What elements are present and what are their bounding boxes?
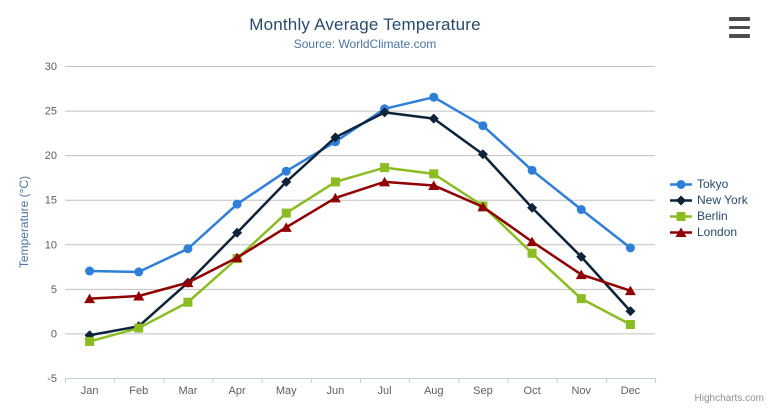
export-menu-button[interactable] [729, 17, 753, 38]
data-point-berlin-jul[interactable] [380, 163, 390, 173]
data-point-tokyo-sep[interactable] [478, 121, 488, 131]
legend-marker-diamond-icon [670, 195, 692, 205]
data-point-london-jul[interactable] [379, 176, 391, 187]
legend-label: Berlin [697, 209, 728, 223]
data-point-london-may[interactable] [280, 222, 292, 232]
y-axis-tick-label: 5 [51, 284, 57, 296]
data-point-london-dec[interactable] [624, 285, 636, 296]
data-point-london-oct[interactable] [526, 236, 538, 247]
chart-subtitle: Source: WorldClimate.com [293, 37, 437, 51]
x-axis-tick-label: Jun [327, 385, 345, 397]
y-axis-tick-label: 20 [45, 150, 57, 162]
data-point-new-york-aug[interactable] [428, 113, 439, 124]
data-point-new-york-nov[interactable] [576, 251, 587, 262]
data-point-london-nov[interactable] [575, 269, 587, 280]
chart-title: Monthly Average Temperature [249, 15, 481, 34]
x-axis-tick-label: Mar [178, 385, 197, 397]
series-line-london [88, 180, 632, 300]
legend-item-new-york[interactable]: New York [670, 192, 748, 208]
data-point-tokyo-aug[interactable] [429, 92, 439, 102]
y-axis-tick-label: 0 [51, 328, 57, 340]
data-point-london-mar[interactable] [182, 277, 194, 288]
data-point-tokyo-nov[interactable] [576, 205, 586, 215]
data-point-new-york-dec[interactable] [625, 306, 636, 317]
legend-item-tokyo[interactable]: Tokyo [670, 176, 748, 192]
data-point-berlin-oct[interactable] [527, 248, 537, 258]
data-point-berlin-nov[interactable] [576, 294, 586, 304]
series-new-york [84, 107, 636, 341]
series-line-tokyo [88, 95, 632, 274]
y-axis-tick-label: 10 [45, 239, 57, 251]
series-line-new-york [88, 111, 632, 337]
data-point-tokyo-jan[interactable] [85, 266, 95, 276]
x-axis-tick-label: May [276, 385, 297, 397]
x-axis-tick-label: Dec [621, 385, 641, 397]
data-point-new-york-sep[interactable] [477, 149, 488, 160]
y-axis-tick-label: 15 [45, 195, 57, 207]
data-point-london-sep[interactable] [477, 201, 489, 212]
legend-marker-square-icon [670, 211, 692, 221]
data-point-berlin-jun[interactable] [330, 177, 340, 187]
data-point-new-york-may[interactable] [281, 176, 292, 187]
x-axis-tick-label: Sep [473, 385, 493, 397]
legend-marker-triangle-icon [670, 227, 692, 237]
data-point-london-feb[interactable] [133, 290, 145, 301]
x-axis-tick-label: Jan [81, 385, 99, 397]
x-axis-tick-label: Jul [378, 385, 392, 397]
data-point-tokyo-oct[interactable] [527, 165, 537, 175]
data-point-new-york-jul[interactable] [379, 107, 390, 118]
data-point-berlin-aug[interactable] [429, 169, 439, 179]
x-axis-tick-label: Aug [424, 385, 444, 397]
data-point-berlin-dec[interactable] [625, 320, 635, 330]
y-axis-tick-label: 30 [45, 61, 57, 73]
x-axis-tick-label: Feb [129, 385, 148, 397]
data-point-tokyo-may[interactable] [281, 166, 291, 176]
x-axis-tick-label: Apr [229, 385, 246, 397]
data-point-london-aug[interactable] [428, 180, 440, 190]
data-point-london-apr[interactable] [231, 252, 243, 263]
legend-item-berlin[interactable]: Berlin [670, 208, 748, 224]
data-point-new-york-oct[interactable] [527, 202, 538, 213]
data-point-berlin-feb[interactable] [134, 323, 144, 333]
y-axis-tick-label: 25 [45, 106, 57, 118]
legend-marker-circle-icon [670, 179, 692, 189]
legend-item-london[interactable]: London [670, 224, 748, 240]
legend-label: Tokyo [697, 177, 729, 191]
data-point-tokyo-feb[interactable] [134, 267, 144, 277]
data-point-berlin-may[interactable] [281, 208, 291, 218]
x-axis-tick-label: Oct [524, 385, 541, 397]
x-axis-tick-label: Nov [571, 385, 591, 397]
y-axis-tick-label: -5 [47, 373, 57, 385]
series-line-berlin [88, 166, 632, 343]
data-point-berlin-jan[interactable] [85, 336, 95, 346]
series-tokyo [85, 92, 635, 277]
data-point-new-york-apr[interactable] [232, 227, 243, 238]
data-point-tokyo-dec[interactable] [625, 243, 635, 253]
data-point-berlin-mar[interactable] [183, 297, 193, 307]
legend: Tokyo New York Berlin London [670, 176, 748, 240]
credits-link[interactable]: Highcharts.com [694, 393, 764, 404]
data-point-tokyo-apr[interactable] [232, 199, 242, 209]
legend-label: London [697, 225, 738, 239]
y-axis-title: Temperature (°C) [17, 176, 31, 268]
hamburger-icon [729, 17, 753, 38]
data-point-new-york-jun[interactable] [330, 132, 341, 143]
data-point-tokyo-mar[interactable] [183, 244, 193, 254]
series-london [84, 176, 636, 304]
legend-label: New York [697, 193, 748, 207]
data-point-london-jan[interactable] [84, 293, 96, 304]
data-point-london-jun[interactable] [329, 192, 341, 203]
